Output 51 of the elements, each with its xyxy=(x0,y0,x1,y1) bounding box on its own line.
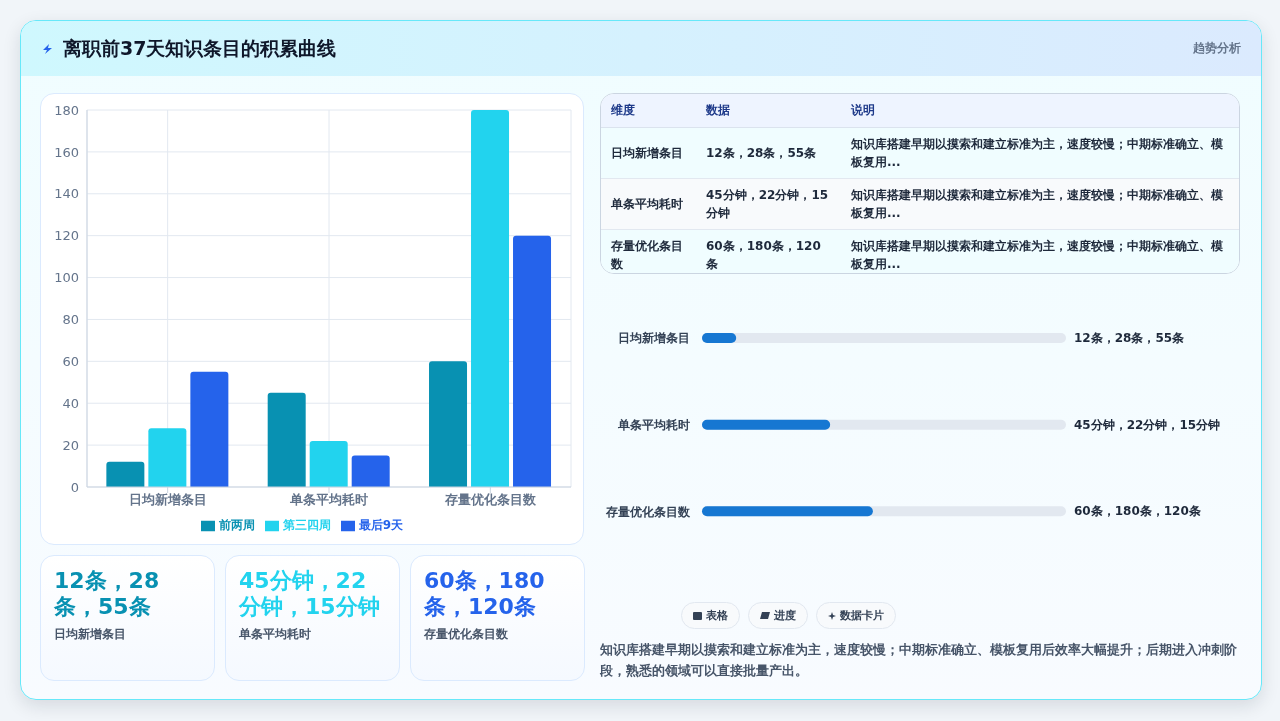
text: 知识库搭建早期以摸索和建立标准为主，速度较慢；中期标准确立、模板复用... xyxy=(850,238,1224,273)
bar xyxy=(309,440,348,487)
text: 12条，28条，55条 xyxy=(696,128,841,179)
bar xyxy=(513,235,552,487)
bar xyxy=(267,392,306,487)
legend-label: 第三四周 xyxy=(282,518,331,532)
y-tick-label: 20 xyxy=(62,437,79,453)
y-tick-label: 120 xyxy=(54,228,79,244)
y-tick-label: 单条平均耗时 xyxy=(617,418,690,432)
y-tick-label: 140 xyxy=(54,186,79,202)
text: 数据卡片 xyxy=(816,602,896,629)
bar xyxy=(429,361,468,487)
bar xyxy=(190,371,229,487)
text: 趋势分析 xyxy=(1193,40,1241,57)
text: 存量优化条目数 xyxy=(424,626,509,643)
y-tick-label: 100 xyxy=(54,270,79,286)
legend-label: 最后9天 xyxy=(358,518,404,532)
y-tick-label: 80 xyxy=(62,312,79,328)
bar xyxy=(471,110,510,487)
y-tick-label: 0 xyxy=(70,479,79,495)
text: 60条，180条，120条 xyxy=(705,238,822,273)
text: 60条，180条，120条 xyxy=(1074,504,1201,519)
text: 45分钟，22分钟，15分钟 xyxy=(239,568,381,620)
bar xyxy=(351,455,390,487)
text: 知识库搭建早期以摸索和建立标准为主，速度较慢；中期标准确立、模板复用... xyxy=(841,128,1239,179)
text: 45分钟，22分钟，15分钟 xyxy=(696,179,841,230)
x-tick-label: 单条平均耗时 xyxy=(289,492,368,508)
text: 表格 xyxy=(681,602,740,629)
legend-label: 前两周 xyxy=(218,518,255,532)
text: 12条，28条，55条 xyxy=(1074,331,1185,345)
text: 进度 xyxy=(748,602,808,629)
text: 12条，28条，55条 xyxy=(54,568,161,620)
bar xyxy=(106,461,145,487)
category-label: 维度 xyxy=(601,94,696,128)
y-tick-label: 180 xyxy=(54,102,79,118)
text: 离职前37天知识条目的积累曲线 xyxy=(63,35,337,61)
text: 单条平均耗时 xyxy=(239,626,312,643)
y-tick-label: 60 xyxy=(62,353,79,369)
y-tick-label: 日均新增条目 xyxy=(618,331,690,346)
text: 45分钟，22分钟，15分钟 xyxy=(1074,417,1221,432)
x-tick-label: 日均新增条目 xyxy=(128,492,207,508)
category-label: 说明 xyxy=(841,94,1239,128)
y-tick-label: 存量优化条目数 xyxy=(605,504,691,519)
category-label: 数据 xyxy=(696,94,841,128)
text: 60条，180条，120条 xyxy=(424,568,546,620)
y-tick-label: 40 xyxy=(62,395,79,411)
bar xyxy=(148,428,187,487)
x-tick-label: 存量优化条目数 xyxy=(443,492,537,508)
text: 知识库搭建早期以摸索和建立标准为主，速度较慢；中期标准确立、模板复用... xyxy=(841,179,1239,230)
text: 知识库搭建早期以摸索和建立标准为主，速度较慢；中期标准确立、模板复用后效率大幅提升；后期进入冲刺阶段，熟悉的领域可以直接批量产出。 xyxy=(600,641,1238,680)
y-tick-label: 160 xyxy=(54,144,79,160)
